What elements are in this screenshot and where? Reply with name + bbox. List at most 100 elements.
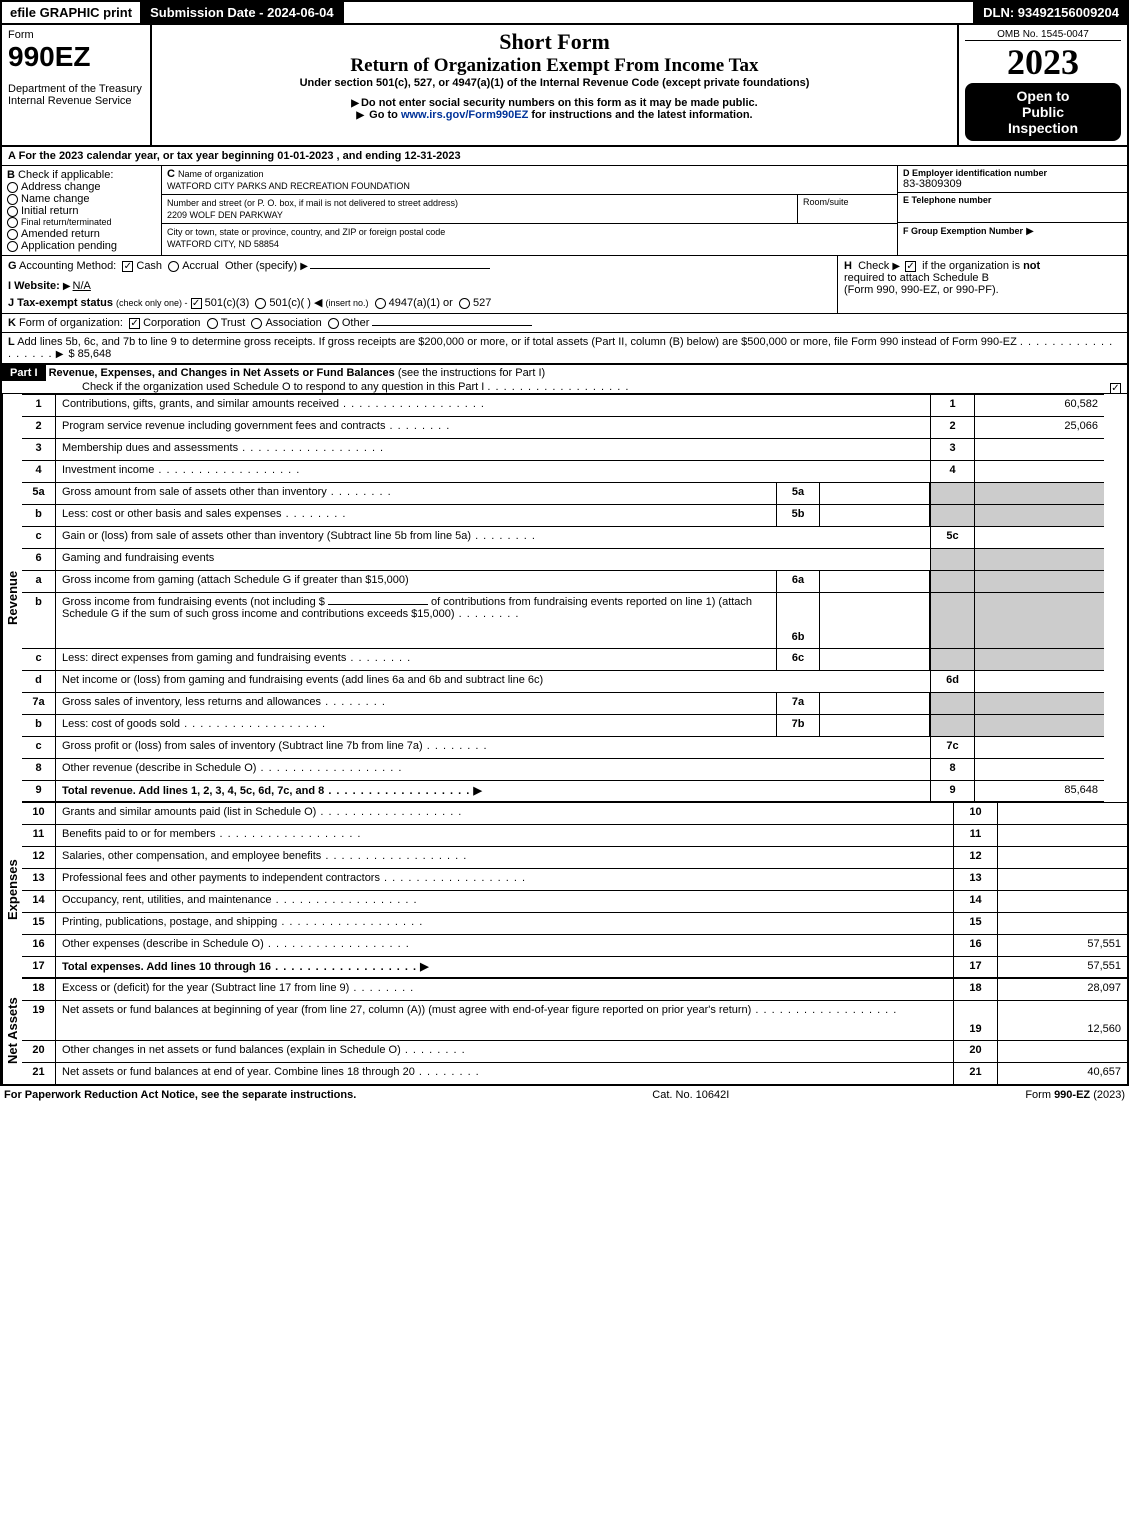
efile-label: efile GRAPHIC print <box>2 2 142 23</box>
label-b: B <box>7 169 15 181</box>
line-5b: b Less: cost or other basis and sales ex… <box>22 504 1104 526</box>
line-l: L Add lines 5b, 6c, and 7b to line 9 to … <box>2 333 1127 365</box>
dln: DLN: 93492156009204 <box>973 2 1127 23</box>
label-e: E Telephone number <box>903 195 1122 205</box>
check-cash[interactable]: ✓ <box>122 261 133 272</box>
check-other[interactable] <box>328 318 339 329</box>
org-address: 2209 WOLF DEN PARKWAY <box>167 210 283 220</box>
addr-label: Number and street (or P. O. box, if mail… <box>167 198 458 208</box>
check-name-change[interactable]: Name change <box>7 193 156 205</box>
line-10: 10 Grants and similar amounts paid (list… <box>22 802 1127 824</box>
section-b: B Check if applicable: Address change Na… <box>2 166 162 255</box>
line-7c: c Gross profit or (loss) from sales of i… <box>22 736 1104 758</box>
gross-receipts: $ 85,648 <box>68 348 111 360</box>
line-11: 11 Benefits paid to or for members 11 <box>22 824 1127 846</box>
form-number: 990EZ <box>8 41 144 73</box>
submission-date: Submission Date - 2024-06-04 <box>142 2 344 23</box>
line-6c: c Less: direct expenses from gaming and … <box>22 648 1104 670</box>
arrow-icon <box>892 260 902 272</box>
check-association[interactable] <box>251 318 262 329</box>
line-6d: d Net income or (loss) from gaming and f… <box>22 670 1104 692</box>
irs-link[interactable]: www.irs.gov/Form990EZ <box>401 109 528 121</box>
line-2: 2 Program service revenue including gove… <box>22 416 1104 438</box>
line-19: 19 Net assets or fund balances at beginn… <box>22 1000 1127 1040</box>
part1-label: Part I <box>2 365 46 381</box>
line-4: 4 Investment income 4 <box>22 460 1104 482</box>
check-4947[interactable] <box>375 298 386 309</box>
line-8: 8 Other revenue (describe in Schedule O)… <box>22 758 1104 780</box>
form-header: Form 990EZ Department of the Treasury In… <box>2 25 1127 147</box>
line-g: G Accounting Method: ✓Cash Accrual Other… <box>8 260 831 272</box>
check-initial-return[interactable]: Initial return <box>7 205 156 217</box>
part1-note: (see the instructions for Part I) <box>398 367 545 379</box>
label-i: I Website: <box>8 280 60 292</box>
arrow-icon <box>351 97 361 109</box>
revenue-section: Revenue 1 Contributions, gifts, grants, … <box>2 394 1104 802</box>
omb-number: OMB No. 1545-0047 <box>965 29 1121 41</box>
tax-year: 2023 <box>965 41 1121 83</box>
line-5c: c Gain or (loss) from sale of assets oth… <box>22 526 1104 548</box>
line-a: A For the 2023 calendar year, or tax yea… <box>2 147 1127 166</box>
check-amended-return[interactable]: Amended return <box>7 228 156 240</box>
check-501c3[interactable]: ✓ <box>191 298 202 309</box>
expenses-section: Expenses 10 Grants and similar amounts p… <box>2 802 1127 978</box>
check-address-change[interactable]: Address change <box>7 181 156 193</box>
pra-notice: For Paperwork Reduction Act Notice, see … <box>4 1089 356 1101</box>
check-application-pending[interactable]: Application pending <box>7 240 156 252</box>
label-l: L <box>8 336 15 348</box>
entity-block: B Check if applicable: Address change Na… <box>2 166 1127 256</box>
topbar: efile GRAPHIC print Submission Date - 20… <box>0 0 1129 25</box>
expenses-label: Expenses <box>2 802 22 978</box>
title-box: Short Form Return of Organization Exempt… <box>152 25 957 145</box>
part1-check-note: Check if the organization used Schedule … <box>2 381 484 393</box>
line-a-text: For the 2023 calendar year, or tax year … <box>19 150 461 162</box>
check-h[interactable]: ✓ <box>905 261 916 272</box>
line-5a: 5a Gross amount from sale of assets othe… <box>22 482 1104 504</box>
label-k: K <box>8 317 16 329</box>
arrow-icon <box>63 280 73 292</box>
line-j: J Tax-exempt status (check only one) - ✓… <box>8 296 831 309</box>
form-id-footer: Form 990-EZ (2023) <box>1025 1089 1125 1101</box>
label-h: H <box>844 260 852 272</box>
line-7a: 7a Gross sales of inventory, less return… <box>22 692 1104 714</box>
city-label: City or town, state or province, country… <box>167 227 445 237</box>
line-6a: a Gross income from gaming (attach Sched… <box>22 570 1104 592</box>
g-text: Accounting Method: <box>19 260 116 272</box>
part1-header: Part I Revenue, Expenses, and Changes in… <box>2 365 1127 394</box>
check-corporation[interactable]: ✓ <box>129 318 140 329</box>
check-527[interactable] <box>459 298 470 309</box>
line-17: 17 Total expenses. Add lines 10 through … <box>22 956 1127 978</box>
open-public-badge: Open to Public Inspection <box>965 83 1121 141</box>
row-g-h: G Accounting Method: ✓Cash Accrual Other… <box>2 256 1127 314</box>
arrow-icon <box>56 348 66 360</box>
label-g: G <box>8 260 17 272</box>
line-1: 1 Contributions, gifts, grants, and simi… <box>22 394 1104 416</box>
org-name: WATFORD CITY PARKS AND RECREATION FOUNDA… <box>167 181 410 191</box>
line-k: K Form of organization: ✓Corporation Tru… <box>2 314 1127 333</box>
ssn-warning: Do not enter social security numbers on … <box>158 97 951 109</box>
catalog-number: Cat. No. 10642I <box>652 1089 729 1101</box>
arrow-icon <box>356 109 366 121</box>
check-schedule-o[interactable]: ✓ <box>1110 383 1121 394</box>
org-city: WATFORD CITY, ND 58854 <box>167 239 279 249</box>
check-trust[interactable] <box>207 318 218 329</box>
main-title: Return of Organization Exempt From Incom… <box>158 55 951 77</box>
b-heading: Check if applicable: <box>18 169 113 181</box>
website-value: N/A <box>73 280 91 292</box>
arrow-icon <box>1026 225 1036 237</box>
part1-title: Revenue, Expenses, and Changes in Net As… <box>49 367 395 379</box>
line-15: 15 Printing, publications, postage, and … <box>22 912 1127 934</box>
form-outer: Form 990EZ Department of the Treasury In… <box>0 25 1129 1086</box>
c-name-label: Name of organization <box>178 169 264 179</box>
line-6: 6 Gaming and fundraising events <box>22 548 1104 570</box>
line-16: 16 Other expenses (describe in Schedule … <box>22 934 1127 956</box>
netassets-section: Net Assets 18 Excess or (deficit) for th… <box>2 978 1127 1084</box>
check-accrual[interactable] <box>168 261 179 272</box>
line-18: 18 Excess or (deficit) for the year (Sub… <box>22 978 1127 1000</box>
ein: 83-3809309 <box>903 178 1122 190</box>
line-7b: b Less: cost of goods sold 7b <box>22 714 1104 736</box>
check-501c[interactable] <box>255 298 266 309</box>
label-f: F Group Exemption Number <box>903 226 1023 236</box>
year-box: OMB No. 1545-0047 2023 Open to Public In… <box>957 25 1127 145</box>
check-final-return[interactable]: Final return/terminated <box>7 217 156 228</box>
